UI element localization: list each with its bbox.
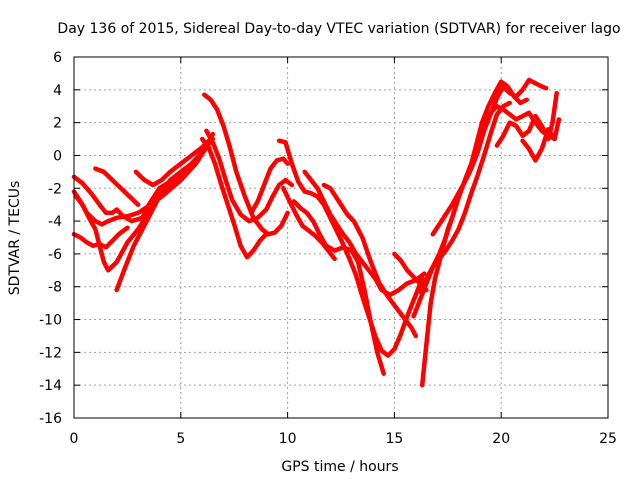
y-tick-label: -2 — [48, 181, 62, 197]
y-tick-label: -8 — [48, 280, 62, 296]
chart-title: Day 136 of 2015, Sidereal Day-to-day VTE… — [57, 21, 620, 37]
data-series-trace — [73, 140, 211, 273]
axes: -16 -14 -12 -10 -8 -6 -4 -2 0 2 4 6 0 5 10 15 20 25 — [39, 50, 617, 447]
x-tick-label: 10 — [279, 431, 297, 447]
data-series-trace — [204, 128, 295, 224]
data-series-trace — [430, 77, 549, 237]
data-series-trace — [114, 136, 216, 293]
data-series-trace — [276, 138, 425, 358]
data-series-trace — [466, 79, 530, 175]
plot-frame — [73, 56, 609, 419]
data-series-trace — [419, 202, 459, 388]
data-series-trace — [411, 100, 512, 319]
y-tick-label: -6 — [48, 247, 62, 263]
grid-lines — [74, 57, 608, 418]
data-series-trace — [93, 166, 141, 207]
x-tick-label: 15 — [385, 431, 403, 447]
y-tick-label: -4 — [48, 214, 62, 230]
data-series-trace — [291, 199, 386, 376]
data-series-trace — [249, 156, 290, 216]
data-series-trace — [281, 186, 337, 262]
y-tick-label: -12 — [39, 345, 62, 361]
y-axis-label: SDTVAR / TECUs — [7, 181, 23, 296]
y-tick-label: 4 — [53, 83, 62, 99]
x-tick-label: 5 — [176, 431, 185, 447]
y-tick-label: -16 — [39, 411, 62, 427]
data-series-trace — [202, 92, 290, 237]
x-axis-label: GPS time / hours — [281, 459, 398, 475]
data-series-trace — [199, 136, 269, 260]
data-series-trace — [520, 117, 562, 163]
data-series-trace — [133, 136, 213, 188]
data-series — [71, 77, 562, 388]
x-tick-label: 20 — [492, 431, 510, 447]
x-tick-label: 0 — [70, 431, 79, 447]
y-tick-label: 2 — [53, 116, 62, 132]
y-tick-label: 6 — [53, 50, 62, 66]
data-series-trace — [302, 169, 427, 298]
x-tick-label: 25 — [599, 431, 617, 447]
y-tick-label: -10 — [39, 313, 62, 329]
data-series-trace — [321, 182, 419, 339]
y-tick-label: -14 — [39, 378, 62, 394]
y-tick-label: 0 — [53, 148, 62, 164]
